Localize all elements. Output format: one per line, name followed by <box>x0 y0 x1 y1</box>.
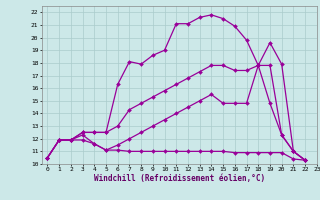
X-axis label: Windchill (Refroidissement éolien,°C): Windchill (Refroidissement éolien,°C) <box>94 174 265 183</box>
